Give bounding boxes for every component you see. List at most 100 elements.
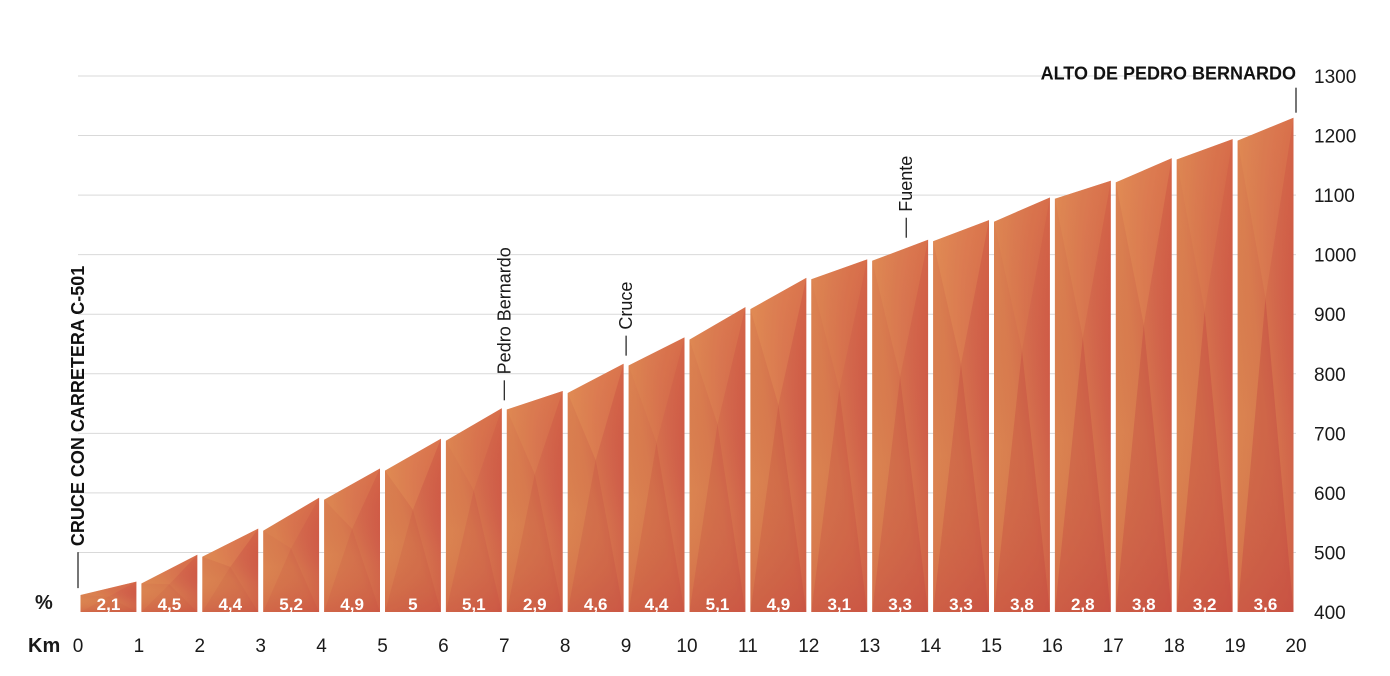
x-tick-label: 1 (134, 636, 145, 657)
annotation: Fuente (896, 156, 916, 238)
gradient-label: 4,4 (218, 595, 242, 614)
profile-segment (628, 337, 685, 612)
segment-facet (1176, 311, 1233, 612)
x-tick-label: 5 (377, 636, 388, 657)
y-tick-label: 1300 (1314, 67, 1356, 88)
y-tick-label: 500 (1314, 543, 1346, 564)
segment-facet (567, 460, 624, 612)
x-tick-label: 19 (1225, 636, 1246, 657)
segment-shade (80, 581, 137, 612)
gridlines (78, 75, 1296, 553)
profile-segment (750, 277, 807, 612)
x-unit-label: Km (28, 635, 60, 657)
y-tick-label: 1000 (1314, 246, 1356, 267)
y-tick-label: 600 (1314, 484, 1346, 505)
segment-facet (994, 197, 1050, 351)
segment-facet (1054, 337, 1111, 612)
y-tick-label: 800 (1314, 365, 1346, 386)
segment-shade (324, 468, 380, 612)
segment-facet (628, 442, 685, 612)
gradient-label: 4,6 (584, 595, 608, 614)
x-tick-label: 4 (316, 636, 327, 657)
segment-facet (445, 490, 502, 612)
profile-segment (506, 391, 563, 612)
x-tick-label: 8 (560, 636, 571, 657)
segment-facet (1115, 158, 1172, 325)
segment-shade (263, 497, 320, 612)
segment-shade (994, 197, 1050, 612)
segment-facet (994, 350, 1050, 612)
segment-facet (445, 408, 502, 491)
segment-facet (263, 497, 320, 549)
segment-shade (750, 277, 807, 612)
y-tick-label: 400 (1314, 603, 1346, 624)
gradient-label: 4,5 (158, 595, 182, 614)
annotation: Pedro Bernardo (494, 247, 514, 401)
segment-shade (141, 554, 198, 612)
profile-segment (933, 220, 989, 612)
annotation: ALTO DE PEDRO BERNARDO (1041, 64, 1297, 113)
segment-facet (385, 438, 441, 510)
profile-segment (80, 581, 137, 612)
profile-segment (994, 197, 1050, 612)
gradient-label: 5,2 (279, 595, 303, 614)
gradient-label: 5 (408, 595, 417, 614)
profile-segment (1176, 139, 1233, 612)
segment-facet (1115, 324, 1172, 612)
segment-facet (385, 509, 441, 612)
x-tick-label: 11 (738, 636, 758, 657)
segment-facet (1054, 180, 1111, 338)
segment-facet (506, 474, 563, 612)
profile-segment (263, 497, 320, 612)
y-tick-label: 1100 (1314, 186, 1355, 207)
annotations: CRUCE CON CARRETERA C-501 Pedro Bernardo C… (68, 64, 1297, 589)
segment-shade (506, 391, 563, 612)
gradient-label: 3,3 (888, 595, 912, 614)
segment-facet (872, 239, 929, 377)
segment-facet (811, 259, 868, 390)
segment-shade (1237, 117, 1294, 612)
x-tick-label: 9 (621, 636, 632, 657)
annotation-label: Fuente (896, 156, 916, 212)
gradient-label: 2,8 (1071, 595, 1095, 614)
gradient-label: 2,9 (523, 595, 547, 614)
annotation: Cruce (616, 282, 636, 356)
x-tick-label: 6 (438, 636, 449, 657)
segment-facet (506, 391, 563, 475)
x-tick-label: 10 (676, 636, 697, 657)
y-tick-label: 900 (1314, 305, 1346, 326)
annotation-label: ALTO DE PEDRO BERNARDO (1041, 64, 1296, 84)
segment-facet (141, 584, 198, 612)
x-tick-label: 20 (1285, 636, 1306, 657)
segment-facet (750, 277, 807, 405)
segment-facet (80, 581, 137, 597)
profile-segment (811, 259, 868, 612)
annotation-label: CRUCE CON CARRETERA C-501 (68, 266, 88, 546)
y-axis: 400 500 600 700 800 900 1000 1100 1200 1300 (1314, 67, 1356, 624)
segment-shade (1054, 180, 1111, 613)
gradient-label: 4,4 (645, 595, 669, 614)
profile-area (80, 117, 1294, 613)
y-tick-label: 700 (1314, 424, 1346, 445)
gradient-label: 4,9 (340, 595, 364, 614)
segment-facet (750, 405, 807, 612)
segment-facet (263, 548, 320, 612)
segment-facet (80, 596, 137, 612)
segment-facet (811, 389, 868, 612)
x-tick-label: 14 (920, 636, 942, 657)
segment-facet (324, 468, 380, 529)
profile-segment (445, 408, 502, 612)
segment-facet (567, 363, 624, 461)
gradient-label: 4,9 (767, 595, 791, 614)
annotation-label: Cruce (616, 282, 636, 330)
profile-segment (689, 307, 746, 612)
segment-shade (567, 363, 624, 612)
segment-facet (933, 364, 989, 612)
segment-shade (1115, 158, 1172, 612)
segment-shade (933, 220, 989, 612)
x-tick-label: 12 (798, 636, 819, 657)
segment-shade (202, 528, 259, 612)
segment-facet (324, 528, 380, 612)
segment-facet (141, 554, 198, 585)
